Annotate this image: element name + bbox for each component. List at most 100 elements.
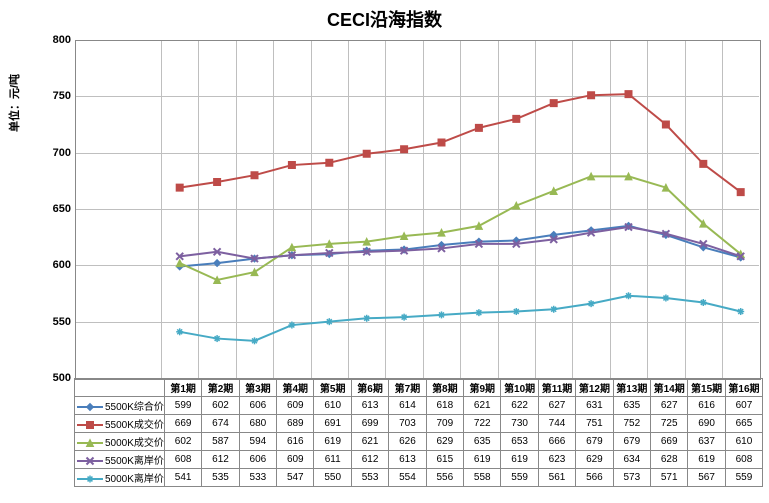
table-cell: 547: [277, 469, 314, 487]
ceci-chart: CECI沿海指数 单位：元/吨 500550600650700750800 第1…: [0, 0, 769, 503]
y-tick: 800: [43, 34, 71, 46]
table-cell: 573: [613, 469, 650, 487]
table-cell: 612: [202, 451, 239, 469]
table-cell: 559: [501, 469, 538, 487]
table-cell: 629: [426, 433, 463, 451]
category-header: 第6期: [351, 379, 388, 397]
table-cell: 614: [389, 397, 426, 415]
table-cell: 637: [688, 433, 725, 451]
table-cell: 553: [351, 469, 388, 487]
table-cell: 618: [426, 397, 463, 415]
table-cell: 606: [239, 397, 276, 415]
table-cell: 619: [314, 433, 351, 451]
table-cell: 690: [688, 415, 725, 433]
table-cell: 703: [389, 415, 426, 433]
table-cell: 613: [389, 451, 426, 469]
table-cell: 615: [426, 451, 463, 469]
y-tick: 550: [43, 316, 71, 328]
series-label: 5000K成交价: [105, 438, 164, 449]
table-row: 5500K成交价66967468068969169970370972273074…: [75, 415, 763, 433]
category-header: 第4期: [277, 379, 314, 397]
table-cell: 631: [576, 397, 613, 415]
table-cell: 619: [688, 451, 725, 469]
category-header: 第8期: [426, 379, 463, 397]
category-header: 第7期: [389, 379, 426, 397]
category-header: 第9期: [464, 379, 501, 397]
table-cell: 722: [464, 415, 501, 433]
table-cell: 634: [613, 451, 650, 469]
table-cell: 610: [725, 433, 762, 451]
table-cell: 730: [501, 415, 538, 433]
data-table: 第1期第2期第3期第4期第5期第6期第7期第8期第9期第10期第11期第12期第…: [74, 378, 763, 487]
table-corner: [75, 379, 165, 397]
table-cell: 744: [538, 415, 575, 433]
table-cell: 556: [426, 469, 463, 487]
category-header: 第12期: [576, 379, 613, 397]
table-cell: 609: [277, 397, 314, 415]
table-cell: 558: [464, 469, 501, 487]
series-label: 5500K综合价: [105, 402, 164, 413]
table-cell: 752: [613, 415, 650, 433]
table-cell: 611: [314, 451, 351, 469]
category-header: 第10期: [501, 379, 538, 397]
y-tick: 650: [43, 203, 71, 215]
table-cell: 606: [239, 451, 276, 469]
table-cell: 619: [501, 451, 538, 469]
table-cell: 629: [576, 451, 613, 469]
category-header: 第5期: [314, 379, 351, 397]
table-cell: 571: [651, 469, 688, 487]
table-cell: 616: [277, 433, 314, 451]
table-cell: 566: [576, 469, 613, 487]
table-row: 5000K成交价60258759461661962162662963565366…: [75, 433, 763, 451]
table-cell: 609: [277, 451, 314, 469]
table-cell: 679: [613, 433, 650, 451]
table-cell: 627: [651, 397, 688, 415]
table-cell: 674: [202, 415, 239, 433]
category-header: 第15期: [688, 379, 725, 397]
category-header: 第2期: [202, 379, 239, 397]
table-cell: 561: [538, 469, 575, 487]
category-header: 第16期: [725, 379, 762, 397]
table-cell: 559: [725, 469, 762, 487]
table-cell: 669: [164, 415, 201, 433]
table-cell: 623: [538, 451, 575, 469]
y-tick: 500: [43, 372, 71, 384]
table-cell: 635: [613, 397, 650, 415]
y-tick: 750: [43, 90, 71, 102]
table-cell: 628: [651, 451, 688, 469]
series-label: 5000K离岸价: [105, 474, 164, 485]
table-cell: 608: [725, 451, 762, 469]
table-cell: 635: [464, 433, 501, 451]
table-cell: 602: [202, 397, 239, 415]
table-cell: 653: [501, 433, 538, 451]
table-cell: 666: [538, 433, 575, 451]
table-cell: 626: [389, 433, 426, 451]
table-cell: 699: [351, 415, 388, 433]
table-cell: 679: [576, 433, 613, 451]
table-cell: 669: [651, 433, 688, 451]
table-cell: 567: [688, 469, 725, 487]
table-cell: 608: [164, 451, 201, 469]
table-cell: 619: [464, 451, 501, 469]
category-header: 第14期: [651, 379, 688, 397]
table-cell: 607: [725, 397, 762, 415]
table-cell: 627: [538, 397, 575, 415]
series-label: 5500K成交价: [105, 420, 164, 431]
table-cell: 541: [164, 469, 201, 487]
series-label: 5500K离岸价: [105, 456, 164, 467]
table-cell: 612: [351, 451, 388, 469]
y-tick: 700: [43, 147, 71, 159]
table-row: 5500K离岸价60861260660961161261361561961962…: [75, 451, 763, 469]
table-cell: 689: [277, 415, 314, 433]
category-header: 第13期: [613, 379, 650, 397]
table-row: 5000K离岸价54153553354755055355455655855956…: [75, 469, 763, 487]
table-cell: 613: [351, 397, 388, 415]
table-cell: 621: [464, 397, 501, 415]
table-cell: 616: [688, 397, 725, 415]
table-cell: 680: [239, 415, 276, 433]
category-header: 第1期: [164, 379, 201, 397]
table-cell: 610: [314, 397, 351, 415]
category-header: 第11期: [538, 379, 575, 397]
table-cell: 554: [389, 469, 426, 487]
table-row: 5500K综合价59960260660961061361461862162262…: [75, 397, 763, 415]
